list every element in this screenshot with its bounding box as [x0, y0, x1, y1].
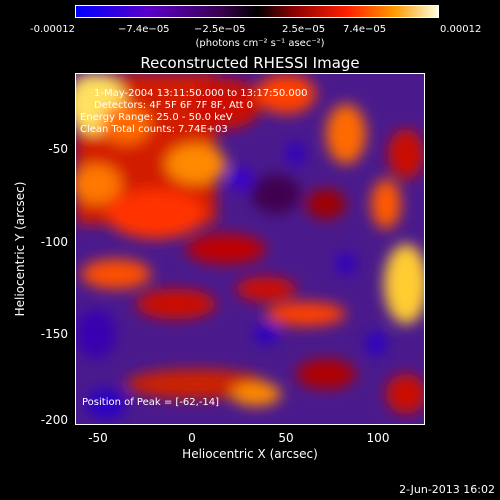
colorbar-tick-label: 0.00012 [440, 24, 482, 35]
detectors-label: Detectors: 4F 5F 6F 7F 8F, Att 0 [94, 100, 254, 111]
energy-range-label: Energy Range: 25.0 - 50.0 keV [80, 112, 233, 123]
rhessi-image [76, 74, 424, 424]
x-tick-label: 100 [366, 431, 390, 445]
algorithm-counts-label: Clean Total counts: 7.74E+03 [80, 124, 228, 135]
colorbar-tick-label: 7.4e−05 [343, 24, 387, 35]
y-tick-label: -200 [40, 413, 68, 427]
colorbar-tick-label: 2.5e−05 [282, 24, 326, 35]
x-tick-label: 50 [278, 431, 294, 445]
rhessi-image-plot: 1-May-2004 13:11:50.000 to 13:17:50.000 … [75, 73, 425, 425]
colorbar-tick-label: −7.4e−05 [118, 24, 170, 35]
x-axis-label: Heliocentric X (arcsec) [182, 447, 318, 461]
y-tick-label: -50 [48, 142, 68, 156]
observation-time-label: 1-May-2004 13:11:50.000 to 13:17:50.000 [94, 88, 308, 99]
y-tick-label: -150 [40, 327, 68, 341]
colorbar-units-label: (photons cm⁻² s⁻¹ asec⁻²) [195, 38, 325, 49]
y-tick-label: -100 [40, 235, 68, 249]
peak-position-label: Position of Peak = [-62,-14] [82, 397, 220, 408]
colorbar-tick-label: −2.5e−05 [194, 24, 246, 35]
image-title: Reconstructed RHESSI Image [140, 54, 360, 72]
y-axis-label: Heliocentric Y (arcsec) [13, 181, 27, 317]
x-tick-label: -50 [88, 431, 108, 445]
x-tick-label: 0 [188, 431, 196, 445]
colorbar-tick-label: -0.00012 [30, 24, 75, 35]
timestamp-footer: 2-Jun-2013 16:02 [399, 483, 495, 496]
colorbar [75, 5, 439, 18]
